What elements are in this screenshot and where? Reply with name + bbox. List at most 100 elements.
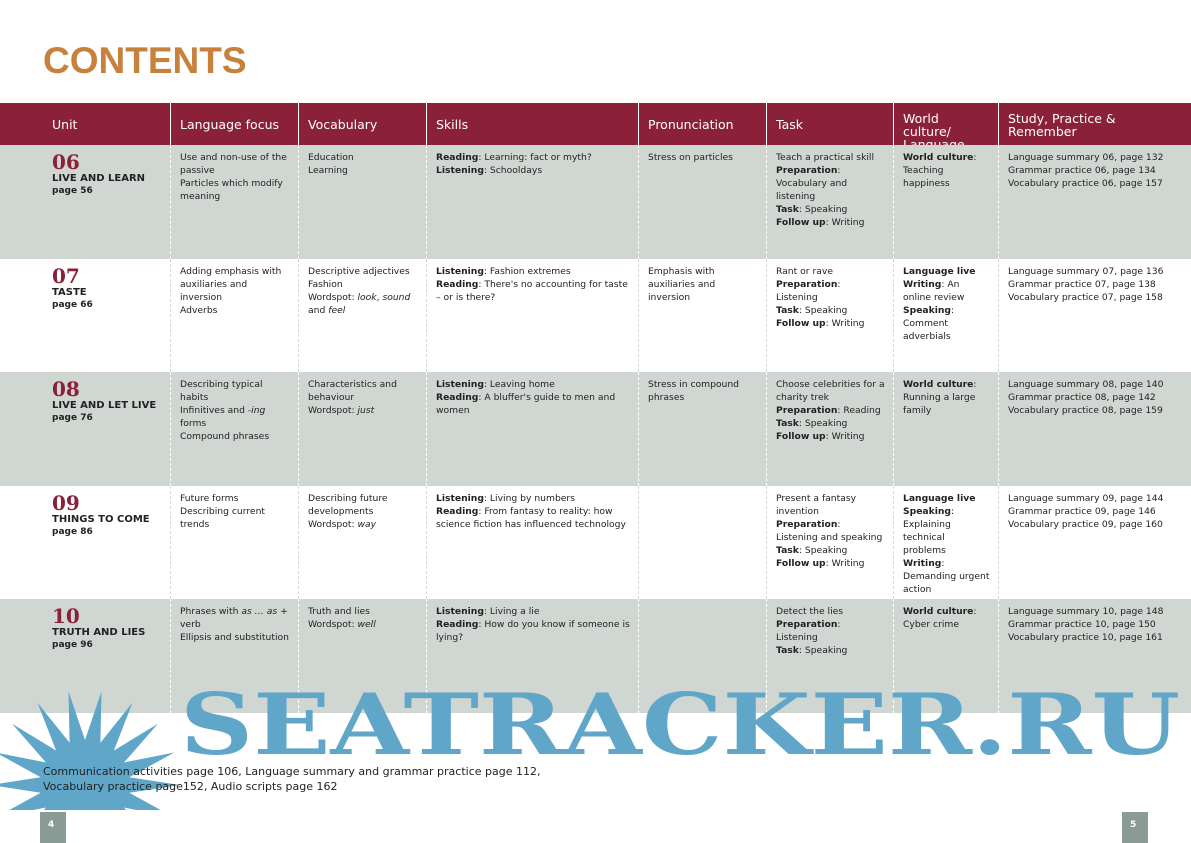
text-segment: : Speaking (798, 304, 848, 316)
text-segment: : Teaching happiness (903, 152, 977, 189)
cell-language-focus: Adding emphasis with auxiliaries and inv… (170, 258, 298, 372)
cell-task: Teach a practical skill Preparation: Voca… (766, 145, 893, 259)
cell-line: World culture: Teaching happiness (903, 151, 990, 190)
text-segment: Stress on particles (648, 152, 733, 163)
cell-line: Follow up: Writing (776, 557, 885, 570)
text-segment: : Comment adverbials (903, 304, 955, 342)
text-segment: : Writing (825, 557, 865, 569)
header-unit: Unit (0, 103, 170, 145)
cell-line: World culture: Cyber crime (903, 605, 990, 631)
text-segment: Preparation (776, 518, 838, 530)
text-segment: Speaking (903, 505, 952, 517)
cell-line: Ellipsis and substitution (180, 631, 290, 644)
unit-page[interactable]: page 76 (52, 413, 93, 423)
cell-line: Follow up: Writing (776, 216, 885, 229)
cell-unit: 09 THINGS TO COME page 86 (0, 485, 170, 599)
header-skills: Skills (426, 103, 638, 145)
cell-vocabulary: Education Learning (298, 145, 426, 259)
cell-line: Writing: Demanding urgent action (903, 557, 990, 596)
cell-study-practice: Language summary 10, page 148 Grammar pra… (998, 599, 1191, 713)
text-segment: Present a fantasy invention (776, 492, 857, 517)
text-segment: Preparation (776, 405, 838, 416)
text-segment: Language summary 10, page 148 (1008, 606, 1164, 617)
unit-page[interactable]: page 66 (52, 299, 93, 310)
text-segment: : Speaking (798, 204, 848, 215)
cell-line: Task: Speaking (776, 304, 885, 317)
text-segment: : Fashion extremes (483, 265, 571, 277)
text-segment: Ellipsis and substitution (180, 632, 289, 643)
cell-line: Particles which modify meaning (180, 177, 290, 203)
text-segment: Describing future developments (308, 492, 388, 517)
cell-world-culture: Language live Writing: An online review Sp… (893, 258, 998, 372)
cell-line: Rant or rave (776, 265, 885, 278)
page-number-left: 4 (40, 812, 66, 843)
cell-language-focus: Phrases with as … as + verb Ellipsis and … (170, 599, 298, 713)
text-segment: Grammar practice 09, page 146 (1008, 505, 1156, 517)
cell-study-practice: Language summary 09, page 144 Grammar pra… (998, 485, 1191, 599)
cell-line: Task: Speaking (776, 203, 885, 216)
text-segment: : Vocabulary and listening (776, 165, 848, 202)
text-segment: : Speaking (798, 645, 848, 656)
cell-skills: Listening: Living a lie Reading: How do y… (426, 599, 638, 713)
cell-pronunciation (638, 599, 766, 713)
text-segment: Grammar practice 06, page 134 (1008, 165, 1156, 176)
cell-line: Listening: Schooldays (436, 164, 630, 177)
header-task: Task (766, 103, 893, 145)
cell-line: Learning (308, 164, 418, 177)
unit-name: LIVE AND LEARN (52, 173, 146, 184)
cell-line: Preparation: Listening (776, 278, 885, 304)
text-segment: World culture (903, 606, 974, 617)
header-study-practice: Study, Practice & Remember (998, 103, 1191, 145)
text-segment: Phrases with (180, 606, 242, 617)
text-segment: : There's no accounting for taste – or i… (436, 278, 628, 303)
text-segment: Reading (436, 505, 479, 517)
unit-number: 06 (52, 150, 80, 174)
unit-page[interactable]: page 56 (52, 186, 93, 196)
text-segment: Task (776, 204, 799, 215)
cell-line: Grammar practice 10, page 150 (1008, 618, 1183, 631)
text-segment: Education (308, 152, 354, 163)
unit-number: 10 (52, 604, 80, 628)
cell-line: Language summary 06, page 132 (1008, 151, 1183, 164)
unit-name: TASTE (52, 286, 87, 298)
cell-line: Adding emphasis with auxiliaries and inv… (180, 265, 290, 304)
unit-page[interactable]: page 96 (52, 640, 93, 650)
cell-line: World culture: Running a large family (903, 378, 990, 417)
text-segment: Wordspot: (308, 619, 358, 630)
cell-line: Preparation: Vocabulary and listening (776, 164, 885, 203)
unit-page[interactable]: page 86 (52, 526, 93, 537)
text-segment: : Explaining technical problems (903, 505, 955, 556)
text-segment: Vocabulary practice 09, page 160 (1008, 518, 1163, 530)
text-segment: Use and non-use of the passive (180, 152, 287, 176)
cell-line: Wordspot: way (308, 518, 418, 531)
cell-line: Preparation: Listening (776, 618, 885, 644)
text-segment: Adding emphasis with auxiliaries and inv… (180, 265, 282, 303)
text-segment: Describing typical habits (180, 379, 263, 403)
cell-line: Phrases with as … as + verb (180, 605, 290, 631)
cell-line: Vocabulary practice 09, page 160 (1008, 518, 1183, 531)
text-segment: Detect the lies (776, 606, 844, 617)
cell-line: Choose celebrities for a charity trek (776, 378, 885, 404)
cell-unit: 06 LIVE AND LEARN page 56 (0, 145, 170, 259)
cell-study-practice: Language summary 07, page 136 Grammar pra… (998, 258, 1191, 372)
cell-line: Speaking: Explaining technical problems (903, 505, 990, 557)
cell-line: Language live (903, 492, 990, 505)
text-segment: : Demanding urgent action (903, 557, 990, 595)
cell-line: Teach a practical skill (776, 151, 885, 164)
cell-line: Writing: An online review (903, 278, 990, 304)
text-segment: look (357, 291, 377, 303)
text-segment: : Schooldays (483, 165, 543, 176)
text-segment: Preparation (776, 278, 838, 290)
text-segment: Emphasis with auxiliaries and inversion (648, 265, 716, 303)
cell-line: Education (308, 151, 418, 164)
text-segment: Language live (903, 265, 976, 277)
text-segment: way (357, 518, 377, 530)
text-segment: : Listening (776, 619, 841, 643)
text-segment: : Living by numbers (483, 492, 575, 504)
text-segment: : From fantasy to reality: how science f… (436, 505, 626, 530)
text-segment: + verb (180, 606, 288, 630)
cell-task: Detect the lies Preparation: Listening Tas… (766, 599, 893, 713)
cell-line: Wordspot: just (308, 404, 418, 417)
text-segment: as … as (241, 606, 278, 617)
cell-study-practice: Language summary 08, page 140 Grammar pra… (998, 372, 1191, 486)
